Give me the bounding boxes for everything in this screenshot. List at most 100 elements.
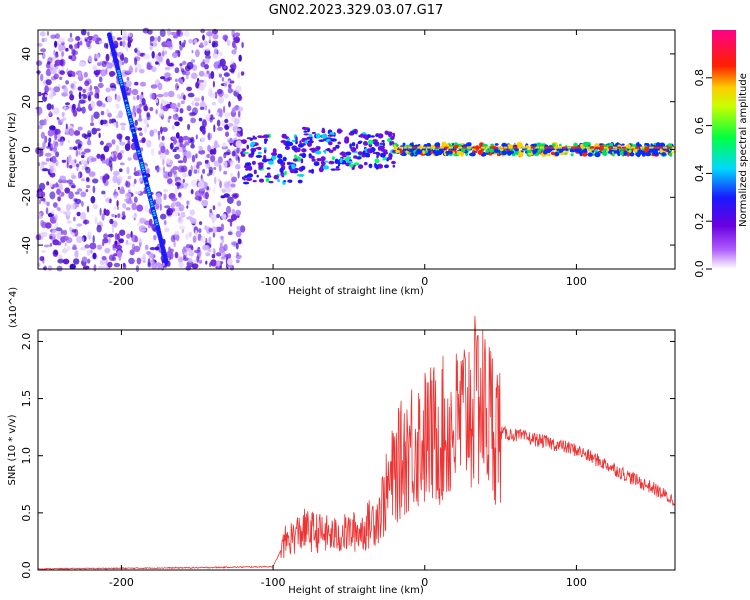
noise-blob — [135, 63, 142, 71]
signal-core — [530, 146, 535, 149]
signal-core — [603, 146, 608, 149]
noise-blob — [126, 166, 130, 175]
noise-blob — [188, 250, 194, 257]
noise-blob — [134, 235, 138, 243]
noise-blob — [220, 223, 225, 232]
y-tick-label: 40 — [20, 47, 33, 61]
noise-blob — [155, 196, 162, 205]
noise-blob — [150, 84, 158, 89]
noise-blob — [56, 188, 61, 195]
noise-blob — [98, 76, 103, 83]
noise-blob — [220, 195, 226, 199]
x-tick-label: -100 — [261, 576, 286, 589]
noise-blob — [119, 168, 123, 173]
noise-blob — [49, 125, 56, 131]
signal-core — [553, 146, 558, 149]
signal-blob — [434, 142, 439, 148]
noise-blob — [74, 191, 80, 195]
noise-blob — [43, 265, 47, 271]
signal-blob — [328, 160, 335, 165]
noise-blob — [39, 256, 45, 262]
signal-blob — [251, 160, 256, 165]
noise-blob — [160, 76, 166, 80]
noise-blob — [214, 176, 217, 185]
noise-blob — [44, 135, 48, 144]
signal-blob — [353, 162, 360, 166]
noise-blob — [134, 166, 137, 173]
noise-blob — [107, 112, 112, 118]
noise-blob — [156, 93, 164, 98]
noise-blob — [199, 145, 203, 152]
noise-blob — [108, 70, 116, 77]
noise-blob — [40, 131, 46, 139]
snr-x-ticks: -200 -100 0 100 — [109, 330, 587, 589]
signal-core — [503, 146, 508, 149]
noise-blob — [208, 227, 213, 233]
signal-blob — [667, 143, 673, 148]
noise-blob — [124, 80, 132, 88]
signal-blob — [659, 148, 663, 154]
noise-blob — [130, 230, 133, 238]
noise-blob — [142, 27, 150, 34]
noise-blob — [241, 41, 244, 49]
noise-blob — [237, 170, 240, 179]
noise-blob — [227, 87, 233, 94]
noise-blob — [44, 94, 48, 98]
noise-blob — [49, 236, 53, 240]
noise-blob — [166, 158, 171, 164]
signal-core — [499, 146, 504, 149]
noise-blob — [221, 77, 225, 82]
noise-blob — [221, 188, 227, 193]
noise-blob — [80, 200, 84, 207]
noise-blob — [227, 122, 234, 127]
signal-blob — [317, 158, 321, 161]
noise-blob — [198, 149, 206, 155]
noise-blob — [157, 35, 161, 43]
noise-blob — [57, 207, 61, 212]
noise-blob — [153, 199, 157, 206]
noise-blob — [172, 113, 179, 121]
signal-blob — [308, 155, 315, 159]
colorbar-gradient — [712, 30, 736, 269]
noise-blob — [119, 122, 127, 126]
signal-core — [467, 146, 472, 149]
noise-blob — [172, 52, 178, 58]
signal-core — [662, 146, 667, 149]
noise-blob — [170, 31, 177, 36]
noise-blob — [190, 138, 194, 143]
signal-blob — [581, 152, 588, 157]
noise-blob — [163, 227, 170, 233]
noise-blob — [174, 230, 180, 236]
signal-blob — [277, 179, 280, 183]
noise-blob — [109, 156, 113, 163]
noise-blob — [112, 170, 120, 176]
noise-blob — [135, 169, 143, 177]
noise-blob — [49, 147, 53, 151]
noise-blob — [143, 105, 149, 112]
noise-blob — [215, 252, 222, 257]
signal-blob — [448, 150, 453, 155]
noise-blob — [180, 211, 186, 218]
signal-blob — [623, 150, 628, 156]
noise-blob — [210, 214, 218, 222]
noise-blob — [139, 228, 147, 232]
noise-blob — [179, 79, 184, 85]
snr-y-multiplier: (x10^4) — [8, 287, 19, 328]
noise-blob — [151, 223, 155, 230]
noise-blob — [191, 100, 195, 107]
noise-blob — [40, 219, 45, 227]
noise-blob — [214, 91, 218, 99]
signal-core — [608, 146, 613, 149]
noise-blob — [53, 86, 60, 93]
noise-blob — [174, 153, 181, 160]
signal-core — [644, 146, 649, 149]
signal-core — [612, 146, 617, 149]
noise-blob — [230, 173, 233, 178]
signal-blob — [669, 152, 673, 157]
noise-blob — [78, 61, 86, 67]
signal-blob — [311, 131, 316, 135]
noise-blob — [182, 145, 186, 153]
noise-blob — [224, 112, 231, 118]
signal-blob — [488, 148, 495, 153]
noise-blob — [154, 36, 158, 42]
